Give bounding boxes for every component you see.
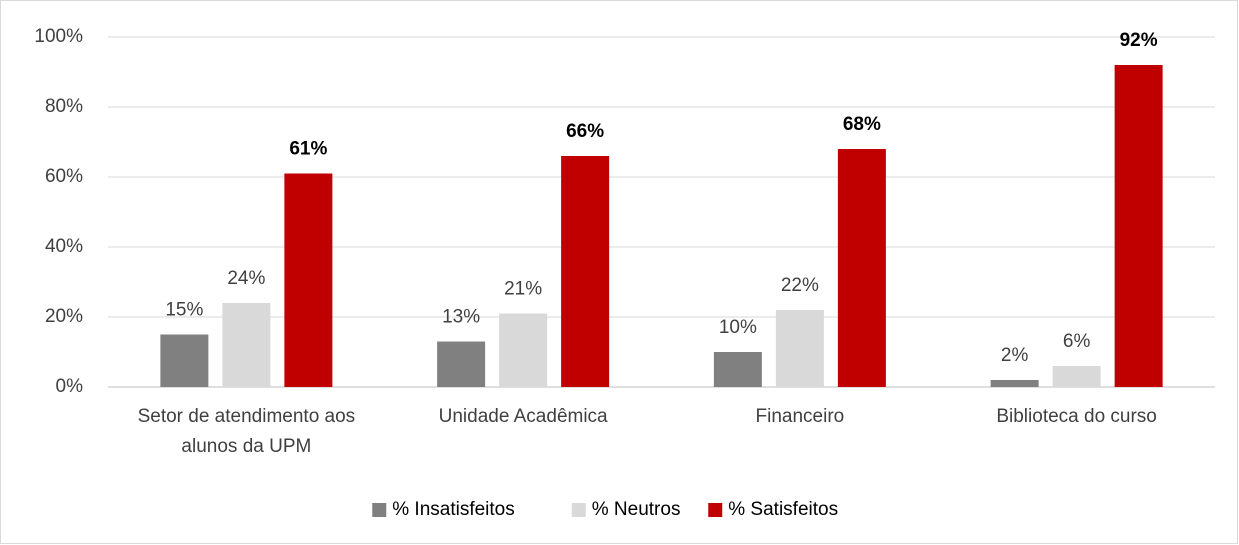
- bar: [160, 334, 209, 387]
- y-tick-label: 100%: [34, 26, 83, 47]
- bar: [561, 156, 610, 387]
- bar: [284, 173, 333, 387]
- x-tick-label: Biblioteca do curso: [996, 406, 1157, 427]
- data-label: 10%: [719, 317, 757, 338]
- legend-swatch: [708, 503, 723, 517]
- bar: [437, 341, 486, 387]
- legend-label: % Neutros: [592, 499, 681, 520]
- legend-label: % Insatisfeitos: [392, 499, 515, 520]
- data-label: 92%: [1120, 30, 1158, 51]
- data-label: 68%: [843, 114, 881, 135]
- legend-swatch: [571, 503, 586, 517]
- data-label: 61%: [289, 139, 327, 160]
- bar: [499, 313, 548, 387]
- data-label: 22%: [781, 275, 819, 296]
- legend-swatch: [372, 503, 387, 517]
- x-tick-label: Financeiro: [755, 406, 845, 427]
- legend-label: % Satisfeitos: [728, 499, 838, 520]
- bar: [1114, 65, 1163, 387]
- data-label: 13%: [442, 307, 480, 328]
- bar: [837, 149, 886, 387]
- data-label: 24%: [227, 268, 265, 289]
- x-tick-label: Setor de atendimento aos alunos da UPM: [137, 406, 356, 457]
- y-tick-label: 20%: [45, 306, 83, 327]
- x-tick-label: Unidade Acadêmica: [438, 406, 608, 427]
- bar: [222, 303, 271, 387]
- y-tick-label: 80%: [45, 96, 83, 117]
- data-label: 15%: [165, 300, 203, 321]
- data-label: 2%: [1001, 345, 1029, 366]
- y-tick-label: 40%: [45, 236, 83, 257]
- bar: [1052, 366, 1101, 387]
- y-tick-label: 60%: [45, 166, 83, 187]
- data-label: 66%: [566, 121, 604, 142]
- bar: [713, 352, 762, 387]
- data-label: 21%: [504, 279, 542, 300]
- data-label: 6%: [1063, 331, 1091, 352]
- bar: [775, 310, 824, 387]
- bar: [990, 380, 1039, 387]
- y-tick-label: 0%: [56, 376, 84, 397]
